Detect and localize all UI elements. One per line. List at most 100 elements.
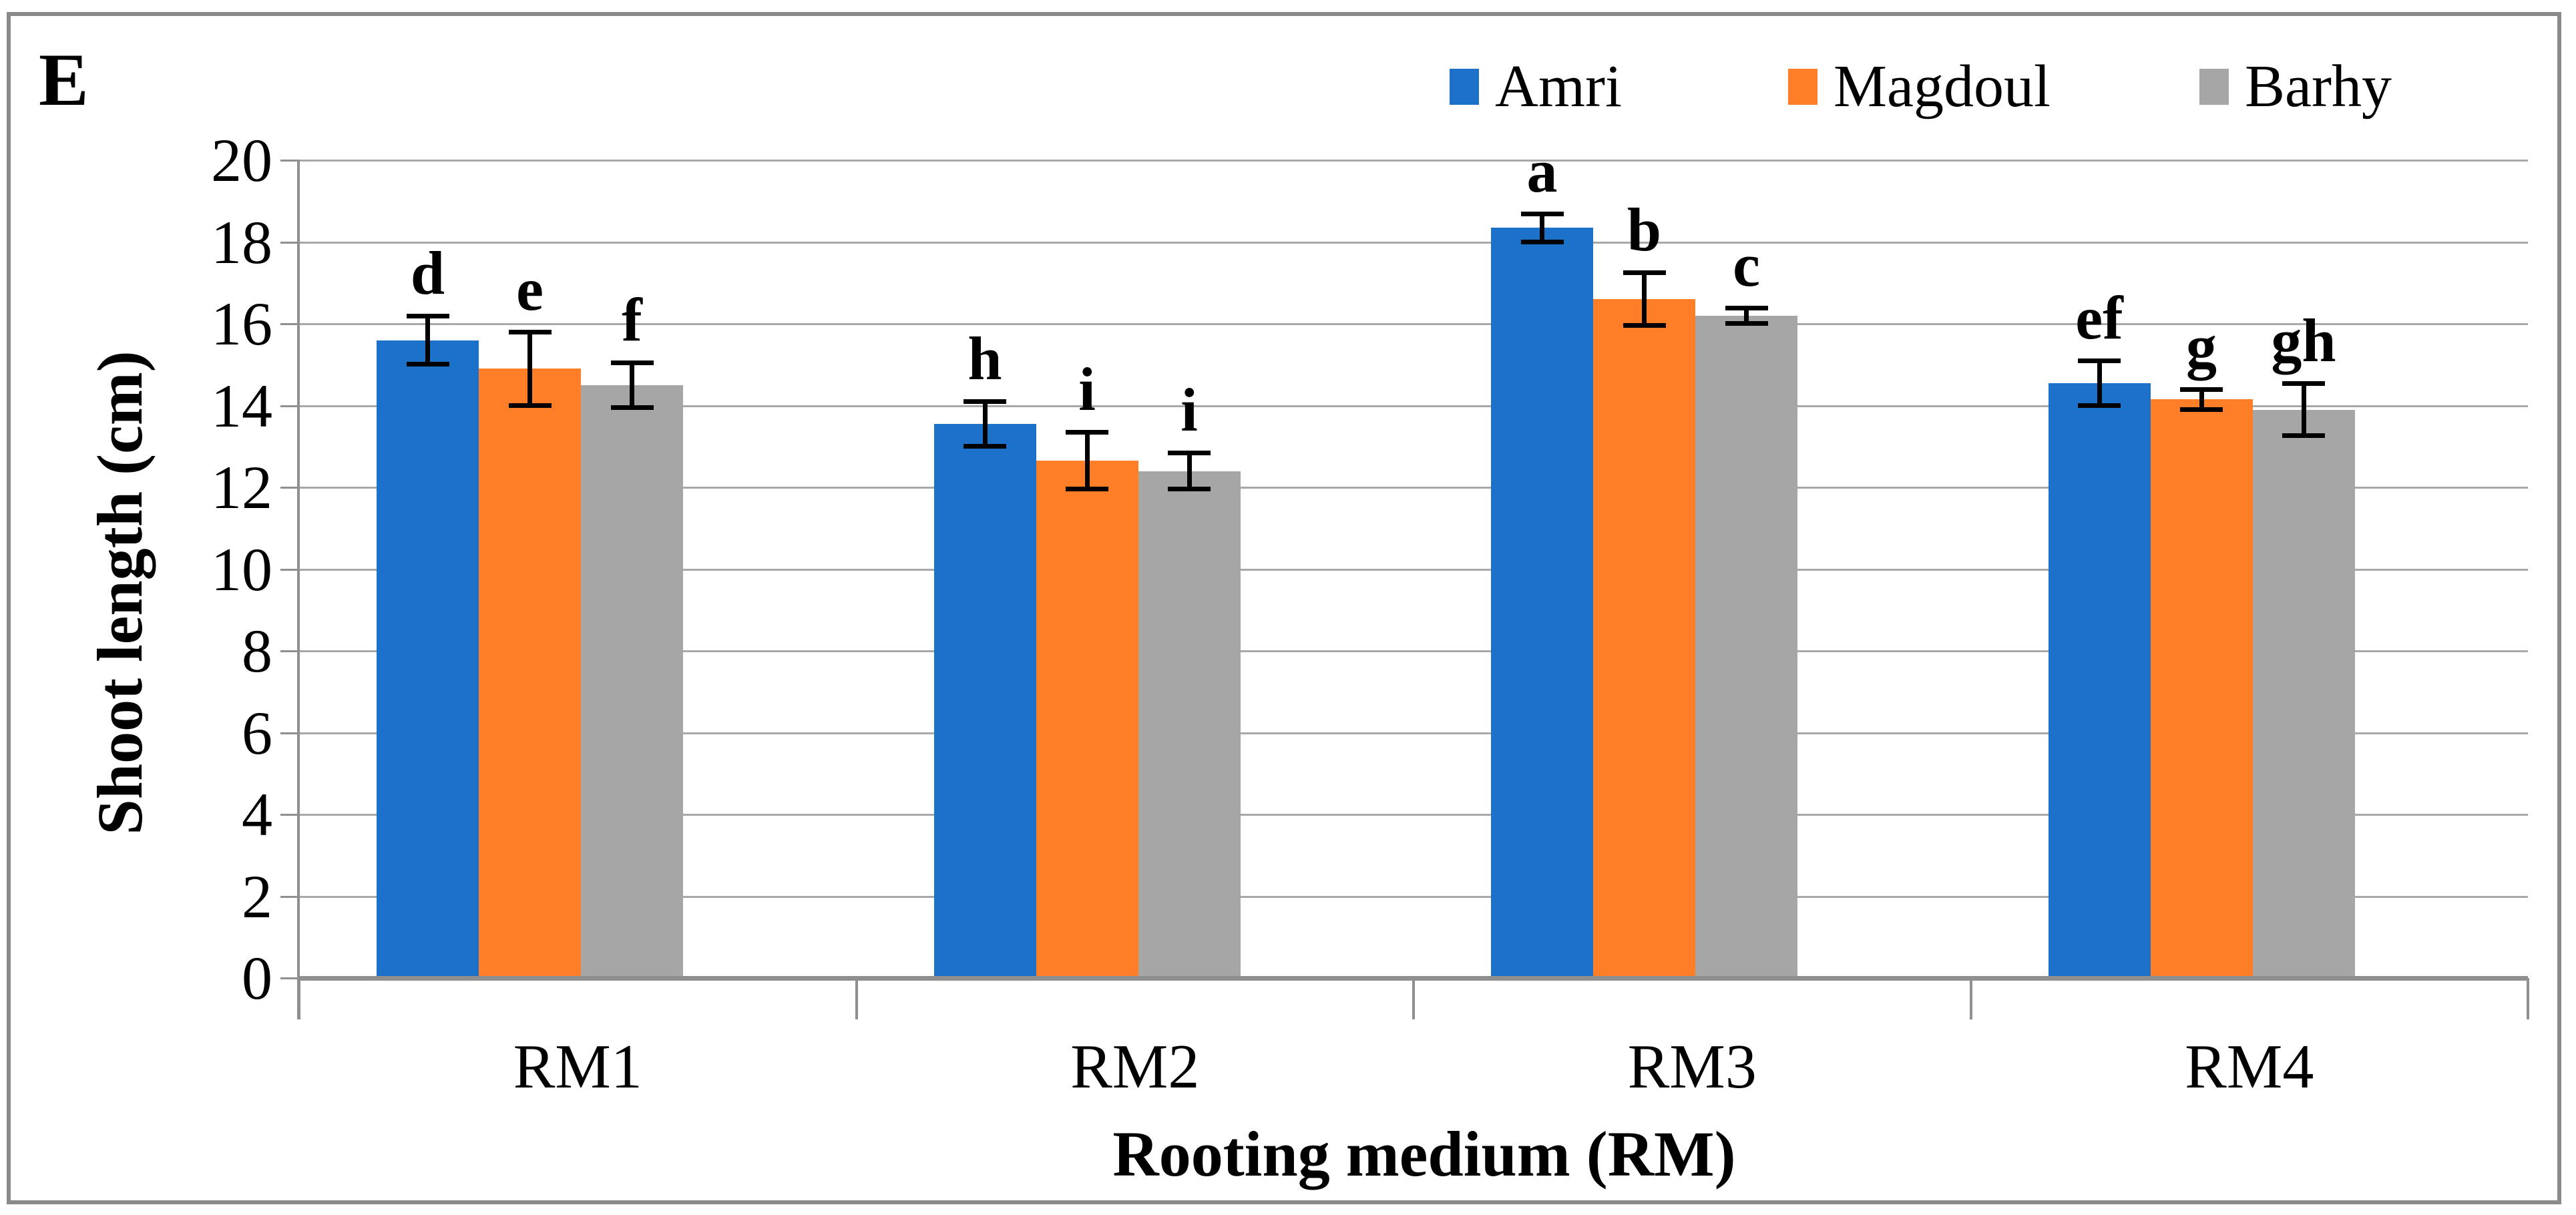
errorbar-cap-top [2078,358,2121,364]
legend-label-barhy: Barhy [2245,53,2392,119]
errorbar-cap-bottom [1066,487,1108,492]
errorbar-cap-bottom [1520,239,1564,244]
errorbar-amri-rm2 [982,401,988,447]
y-tick-10 [280,568,299,571]
plot-area: 0 2 4 6 8 10 12 14 16 18 20 RM1 RM2 RM3 RM4 d e f h i i a b c ef… [11,16,2557,1200]
errorbar-cap-bottom [2282,433,2325,439]
y-tick-4 [280,814,299,816]
errorbar-amri-rm4 [2097,360,2102,406]
legend-swatch-amri [1450,69,1479,105]
errorbar-magdoul-rm1 [527,332,532,406]
bar-magdoul-rm1 [479,369,581,978]
errorbar-amri-rm1 [425,315,430,365]
errorbar-cap-top [2180,387,2223,392]
x-category-label-RM2: RM2 [1070,1032,1200,1102]
y-tick-8 [280,650,299,652]
y-tick-14 [280,405,299,407]
errorbar-cap-top [508,330,552,335]
x-category-label-RM4: RM4 [2185,1032,2314,1102]
errorbar-cap-top [1725,305,1768,310]
y-tick-label-2: 2 [242,862,272,931]
errorbar-cap-bottom [2078,403,2121,408]
figure-frame: E Amri Magdoul Barhy Shoot length (cm) R… [7,12,2561,1204]
bar-amri-rm1 [377,340,479,978]
errorbar-cap-top [1168,450,1211,455]
sig-letter-barhy-rm2: i [1180,375,1198,444]
bar-amri-rm2 [933,424,1036,978]
sig-letter-amri-rm4: ef [2075,284,2123,352]
legend-swatch-barhy [2199,69,2229,105]
y-tick-label-20: 20 [211,126,272,194]
bar-magdoul-rm2 [1036,461,1138,978]
y-tick-label-0: 0 [242,944,272,1012]
y-tick-label-4: 4 [242,780,272,848]
panel-label: E [39,39,89,121]
sig-letter-amri-rm3: a [1526,136,1558,205]
y-tick-20 [280,160,299,162]
y-axis-line [297,160,300,1019]
errorbar-magdoul-rm3 [1642,272,1647,326]
y-tick-18 [280,241,299,244]
sig-letter-amri-rm2: h [968,324,1002,393]
errorbar-cap-top [963,399,1006,405]
errorbar-amri-rm3 [1540,213,1544,242]
x-tick-4 [2527,978,2529,1019]
errorbar-cap-bottom [1623,323,1666,328]
errorbar-cap-bottom [610,405,654,410]
gridline-y2 [299,895,2528,898]
errorbar-barhy-rm3 [1744,307,1749,324]
x-tick-3 [1969,978,1972,1019]
errorbar-cap-bottom [1168,487,1211,492]
gridline-y4 [299,814,2528,816]
y-tick-6 [280,732,299,734]
legend-item-barhy: Barhy [2199,53,2392,119]
x-tick-2 [1412,978,1415,1019]
x-category-label-RM3: RM3 [1627,1032,1757,1102]
gridline-y18 [299,241,2528,244]
sig-letter-magdoul-rm4: g [2186,312,2217,381]
sig-letter-magdoul-rm3: b [1627,196,1662,264]
y-tick-12 [280,487,299,489]
bar-amri-rm4 [2048,383,2151,978]
errorbar-cap-bottom [508,403,552,408]
errorbar-cap-bottom [1725,321,1768,326]
bar-magdoul-rm4 [2150,399,2253,978]
errorbar-barhy-rm1 [630,362,634,408]
errorbar-barhy-rm4 [2301,383,2306,437]
gridline-y8 [299,650,2528,652]
gridline-y14 [299,405,2528,407]
legend-label-amri: Amri [1495,53,1622,119]
legend-item-amri: Amri [1450,53,1622,119]
y-tick-label-8: 8 [242,617,272,685]
errorbar-magdoul-rm4 [2199,389,2204,410]
errorbar-barhy-rm2 [1187,452,1192,490]
y-tick-0 [280,977,299,979]
bar-barhy-rm4 [2252,409,2355,978]
sig-letter-barhy-rm4: gh [2271,306,2336,375]
gridline-y10 [299,568,2528,571]
errorbar-cap-top [1623,270,1666,276]
sig-letter-barhy-rm1: f [622,286,642,354]
gridline-y6 [299,732,2528,734]
bar-barhy-rm1 [581,385,683,978]
legend-label-magdoul: Magdoul [1834,53,2051,119]
gridline-y16 [299,323,2528,325]
sig-letter-magdoul-rm2: i [1078,355,1096,424]
errorbar-magdoul-rm2 [1084,432,1090,490]
errorbar-cap-bottom [406,362,449,367]
legend-swatch-magdoul [1788,69,1817,105]
errorbar-cap-top [1520,211,1564,216]
y-tick-2 [280,895,299,898]
errorbar-cap-top [610,360,654,366]
y-tick-label-10: 10 [211,535,272,603]
legend-item-magdoul: Magdoul [1788,53,2051,119]
bar-barhy-rm2 [1138,471,1241,978]
x-tick-1 [855,978,858,1019]
x-category-label-RM1: RM1 [513,1032,642,1102]
y-tick-label-16: 16 [211,290,272,358]
errorbar-cap-bottom [963,443,1006,449]
x-axis-line [299,976,2528,981]
sig-letter-amri-rm1: d [410,238,445,307]
bar-barhy-rm3 [1695,315,1797,978]
sig-letter-barhy-rm3: c [1733,230,1760,299]
